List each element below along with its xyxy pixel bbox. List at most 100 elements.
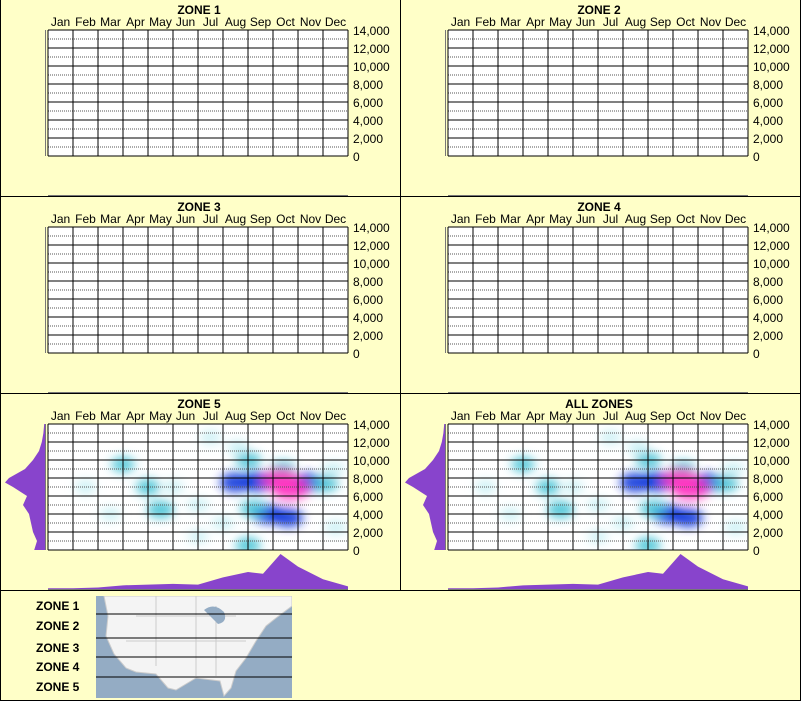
heatmap-chart: ALL ZONES Jan Feb Mar Apr May Jun Jul Aug Sep Oct N…	[405, 397, 790, 590]
density-blob	[272, 477, 309, 500]
density-blob	[712, 474, 739, 492]
chart-title: ZONE 4	[577, 200, 621, 214]
y-tick-label: 10,000	[353, 60, 390, 74]
y-tick-label: 6,000	[353, 96, 383, 110]
density-blob	[673, 508, 703, 528]
month-label: Sep	[250, 15, 272, 29]
month-label: Feb	[475, 409, 496, 423]
month-label: Dec	[725, 409, 746, 423]
y-tick-label: 0	[353, 150, 360, 164]
y-tick-label: 6,000	[753, 490, 783, 504]
y-tick-label: 8,000	[753, 275, 783, 289]
month-label: Jun	[176, 409, 195, 423]
y-tick-label: 14,000	[353, 24, 390, 38]
month-label: Aug	[225, 409, 246, 423]
month-label: Oct	[676, 409, 695, 423]
y-tick-label: 8,000	[353, 275, 383, 289]
month-label: Jul	[203, 212, 218, 226]
density-blob	[147, 500, 174, 519]
y-tick-label: 0	[753, 544, 760, 558]
month-label: Sep	[250, 409, 272, 423]
month-label: Oct	[676, 15, 695, 29]
zone-legend: ZONE 1 ZONE 2 ZONE 3 ZONE 4 ZONE 5	[0, 590, 801, 701]
zone-label: ZONE 5	[36, 680, 80, 694]
zone-label: ZONE 2	[36, 619, 80, 633]
month-label: Nov	[300, 409, 321, 423]
month-label: Aug	[625, 409, 646, 423]
month-label: Jun	[176, 15, 195, 29]
y-tick-label: 12,000	[753, 239, 790, 253]
y-tick-label: 0	[353, 544, 360, 558]
density-blob	[240, 500, 266, 518]
y-tick-label: 4,000	[753, 311, 783, 325]
month-label: Apr	[126, 212, 145, 226]
density-blob	[672, 477, 709, 500]
zone-label: ZONE 4	[36, 660, 80, 674]
month-label: Jul	[603, 409, 618, 423]
heatmap-chart: ZONE 4 Jan Feb Mar Apr May Jun Jul Aug Sep Oct Nov D…	[445, 200, 790, 393]
y-tick-label: 0	[753, 150, 760, 164]
month-label: Nov	[300, 212, 321, 226]
y-tick-label: 12,000	[353, 239, 390, 253]
month-label: Dec	[325, 15, 346, 29]
month-label: Jun	[576, 212, 595, 226]
month-label: May	[549, 212, 572, 226]
y-tick-label: 10,000	[753, 60, 790, 74]
density-blob	[475, 479, 496, 495]
month-label: May	[149, 15, 172, 29]
y-tick-label: 2,000	[353, 132, 383, 146]
chart-title: ZONE 1	[177, 3, 221, 17]
density-blob	[600, 430, 621, 445]
month-label: Apr	[126, 15, 145, 29]
chart-title: ZONE 3	[177, 200, 221, 214]
month-label: Aug	[625, 212, 646, 226]
month-label: Aug	[625, 15, 646, 29]
y-tick-label: 14,000	[753, 221, 790, 235]
month-label: May	[149, 409, 172, 423]
y-tick-label: 10,000	[353, 454, 390, 468]
chart-title: ZONE 2	[577, 3, 621, 17]
month-label: Nov	[700, 212, 721, 226]
y-tick-label: 2,000	[753, 132, 783, 146]
y-tick-label: 14,000	[753, 418, 790, 432]
month-label: Mar	[500, 409, 521, 423]
month-label: Feb	[475, 15, 496, 29]
month-label: Jan	[451, 409, 470, 423]
month-label: Apr	[526, 15, 545, 29]
month-label: May	[149, 212, 172, 226]
month-label: Jul	[603, 15, 618, 29]
month-label: May	[549, 409, 572, 423]
month-label: Aug	[225, 15, 246, 29]
month-label: Oct	[276, 409, 295, 423]
month-label: Jul	[203, 15, 218, 29]
month-label: Mar	[100, 409, 121, 423]
density-blob	[312, 474, 339, 492]
month-label: Dec	[325, 409, 346, 423]
density-blob	[640, 500, 666, 518]
month-label: Jan	[451, 15, 470, 29]
month-label: Jun	[576, 409, 595, 423]
y-tick-label: 0	[753, 347, 760, 361]
month-label: Oct	[276, 15, 295, 29]
month-label: Jan	[51, 212, 70, 226]
month-label: Nov	[700, 409, 721, 423]
month-distribution	[448, 554, 748, 590]
month-label: Jul	[603, 212, 618, 226]
y-tick-label: 10,000	[753, 454, 790, 468]
y-tick-label: 4,000	[353, 508, 383, 522]
heatmap-chart: ZONE 5 Jan Feb Mar Apr May Jun Jul Aug Sep Oct Nov D…	[5, 397, 390, 590]
y-tick-label: 4,000	[353, 114, 383, 128]
month-label: Mar	[500, 212, 521, 226]
y-tick-label: 2,000	[753, 329, 783, 343]
heatmap-chart: ZONE 1 Jan Feb Mar Apr May Jun Jul Aug Sep Oct Nov D…	[45, 3, 390, 196]
y-tick-label: 6,000	[353, 490, 383, 504]
zone-label: ZONE 1	[36, 599, 80, 613]
y-tick-label: 2,000	[353, 526, 383, 540]
y-tick-label: 10,000	[753, 257, 790, 271]
month-label: Feb	[75, 15, 96, 29]
y-tick-label: 4,000	[753, 508, 783, 522]
chart-title: ALL ZONES	[565, 397, 633, 411]
month-label: Jan	[51, 15, 70, 29]
zone-panel: ALL ZONES Jan Feb Mar Apr May Jun Jul Aug Sep Oct N…	[400, 393, 801, 591]
